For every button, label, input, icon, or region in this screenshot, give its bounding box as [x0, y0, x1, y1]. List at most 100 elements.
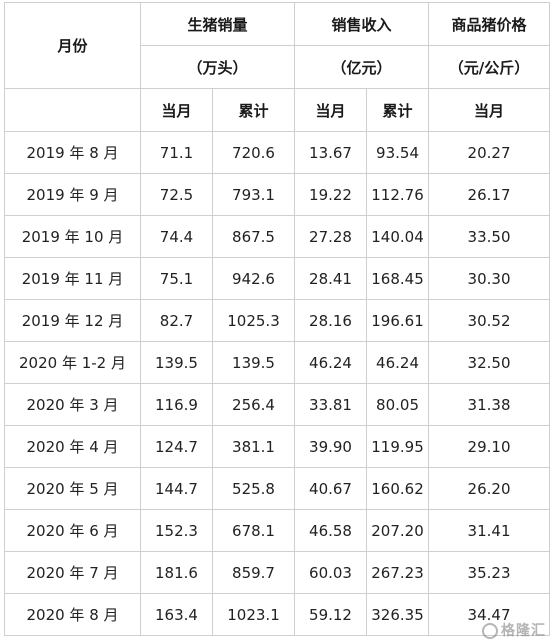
table-row: 2020 年 4 月 124.7 381.1 39.90 119.95 29.10	[4, 425, 551, 468]
header-revenue-cumulative: 累计	[366, 88, 430, 132]
header-month: 月份	[4, 2, 141, 89]
cell-sales-current: 152.3	[140, 509, 213, 552]
cell-revenue-cumulative: 160.62	[366, 467, 430, 510]
cell-month: 2019 年 9 月	[4, 173, 141, 216]
cell-month: 2019 年 8 月	[4, 131, 141, 174]
cell-price-current: 26.17	[428, 173, 551, 216]
cell-sales-current: 116.9	[140, 383, 213, 426]
table-row: 2019 年 9 月 72.5 793.1 19.22 112.76 26.17	[4, 173, 551, 216]
table-row: 2020 年 8 月 163.4 1023.1 59.12 326.35 34.47	[4, 593, 551, 636]
cell-sales-current: 72.5	[140, 173, 213, 216]
table-row: 2019 年 8 月 71.1 720.6 13.67 93.54 20.27	[4, 131, 551, 174]
cell-sales-current: 144.7	[140, 467, 213, 510]
cell-month: 2020 年 5 月	[4, 467, 141, 510]
cell-revenue-cumulative: 93.54	[366, 131, 430, 174]
cell-revenue-current: 28.16	[294, 299, 368, 342]
cell-revenue-cumulative: 46.24	[366, 341, 430, 384]
header-price-current: 当月	[428, 88, 551, 132]
cell-revenue-cumulative: 119.95	[366, 425, 430, 468]
cell-price-current: 20.27	[428, 131, 551, 174]
table-row: 2020 年 5 月 144.7 525.8 40.67 160.62 26.20	[4, 467, 551, 510]
header-row-3: 当月 累计 当月 累计 当月	[4, 88, 551, 132]
watermark-logo-icon	[482, 623, 498, 639]
cell-price-current: 31.38	[428, 383, 551, 426]
table-row: 2020 年 1-2 月 139.5 139.5 46.24 46.24 32.50	[4, 341, 551, 384]
cell-sales-cumulative: 139.5	[211, 341, 296, 384]
cell-month: 2019 年 11 月	[4, 257, 141, 300]
header-price: 商品猪价格	[428, 2, 551, 46]
cell-sales-cumulative: 793.1	[211, 173, 296, 216]
header-price-unit: （元/公斤）	[428, 45, 551, 89]
table-body: 2019 年 8 月 71.1 720.6 13.67 93.54 20.27 2019 年…	[4, 131, 551, 636]
cell-sales-cumulative: 720.6	[211, 131, 296, 174]
header-hog-sales: 生猪销量	[139, 2, 296, 46]
cell-price-current: 26.20	[428, 467, 551, 510]
cell-revenue-cumulative: 267.23	[366, 551, 430, 594]
cell-revenue-current: 27.28	[294, 215, 368, 258]
cell-sales-current: 82.7	[140, 299, 213, 342]
cell-revenue-current: 28.41	[294, 257, 368, 300]
table-row: 2019 年 12 月 82.7 1025.3 28.16 196.61 30.52	[4, 299, 551, 342]
cell-price-current: 33.50	[428, 215, 551, 258]
cell-sales-cumulative: 256.4	[211, 383, 296, 426]
cell-sales-cumulative: 381.1	[211, 425, 296, 468]
cell-revenue-cumulative: 80.05	[366, 383, 430, 426]
cell-month: 2020 年 8 月	[4, 593, 141, 636]
header-row-2: （万头） （亿元） （元/公斤）	[5, 45, 551, 89]
cell-sales-current: 124.7	[140, 425, 213, 468]
sales-table: 月份 生猪销量 销售收入 商品猪价格 （万头） （亿元） （元/公斤） 当月 累…	[4, 2, 551, 636]
cell-revenue-cumulative: 168.45	[366, 257, 430, 300]
header-sales-current: 当月	[140, 88, 213, 132]
cell-month: 2020 年 4 月	[4, 425, 141, 468]
table-row: 2020 年 6 月 152.3 678.1 46.58 207.20 31.41	[4, 509, 551, 552]
cell-revenue-current: 40.67	[294, 467, 368, 510]
cell-price-current: 30.30	[428, 257, 551, 300]
table-row: 2020 年 3 月 116.9 256.4 33.81 80.05 31.38	[4, 383, 551, 426]
cell-revenue-cumulative: 140.04	[366, 215, 430, 258]
cell-sales-cumulative: 525.8	[211, 467, 296, 510]
cell-month: 2020 年 1-2 月	[4, 341, 141, 384]
cell-sales-cumulative: 867.5	[211, 215, 296, 258]
header-revenue: 销售收入	[294, 2, 430, 46]
cell-price-current: 31.41	[428, 509, 551, 552]
header-hog-sales-unit: （万头）	[139, 45, 296, 89]
table-row: 2019 年 11 月 75.1 942.6 28.41 168.45 30.30	[4, 257, 551, 300]
cell-sales-current: 75.1	[140, 257, 213, 300]
cell-revenue-current: 19.22	[294, 173, 368, 216]
cell-sales-cumulative: 942.6	[211, 257, 296, 300]
cell-month: 2020 年 6 月	[4, 509, 141, 552]
cell-revenue-cumulative: 112.76	[366, 173, 430, 216]
watermark-text: 格隆汇	[501, 623, 546, 639]
cell-revenue-current: 60.03	[294, 551, 368, 594]
header-month-blank	[4, 88, 141, 132]
cell-price-current: 29.10	[428, 425, 551, 468]
watermark: 格隆汇	[482, 620, 546, 640]
cell-sales-current: 71.1	[140, 131, 213, 174]
cell-price-current: 32.50	[428, 341, 551, 384]
cell-revenue-current: 13.67	[294, 131, 368, 174]
cell-month: 2020 年 3 月	[4, 383, 141, 426]
cell-sales-current: 139.5	[140, 341, 213, 384]
cell-sales-cumulative: 678.1	[211, 509, 296, 552]
cell-month: 2020 年 7 月	[4, 551, 141, 594]
cell-revenue-current: 46.24	[294, 341, 368, 384]
cell-month: 2019 年 10 月	[4, 215, 141, 258]
cell-revenue-cumulative: 207.20	[366, 509, 430, 552]
cell-sales-cumulative: 1025.3	[211, 299, 296, 342]
table-row: 2019 年 10 月 74.4 867.5 27.28 140.04 33.50	[4, 215, 551, 258]
cell-month: 2019 年 12 月	[4, 299, 141, 342]
cell-revenue-current: 46.58	[294, 509, 368, 552]
header-sales-cumulative: 累计	[211, 88, 296, 132]
cell-revenue-cumulative: 326.35	[366, 593, 430, 636]
header-revenue-current: 当月	[294, 88, 368, 132]
cell-sales-cumulative: 1023.1	[211, 593, 296, 636]
cell-sales-current: 163.4	[140, 593, 213, 636]
table-row: 2020 年 7 月 181.6 859.7 60.03 267.23 35.23	[4, 551, 551, 594]
cell-sales-current: 181.6	[140, 551, 213, 594]
cell-revenue-cumulative: 196.61	[366, 299, 430, 342]
cell-revenue-current: 33.81	[294, 383, 368, 426]
cell-price-current: 30.52	[428, 299, 551, 342]
cell-revenue-current: 59.12	[294, 593, 368, 636]
cell-sales-current: 74.4	[140, 215, 213, 258]
header-row-1: 月份 生猪销量 销售收入 商品猪价格	[4, 2, 551, 89]
